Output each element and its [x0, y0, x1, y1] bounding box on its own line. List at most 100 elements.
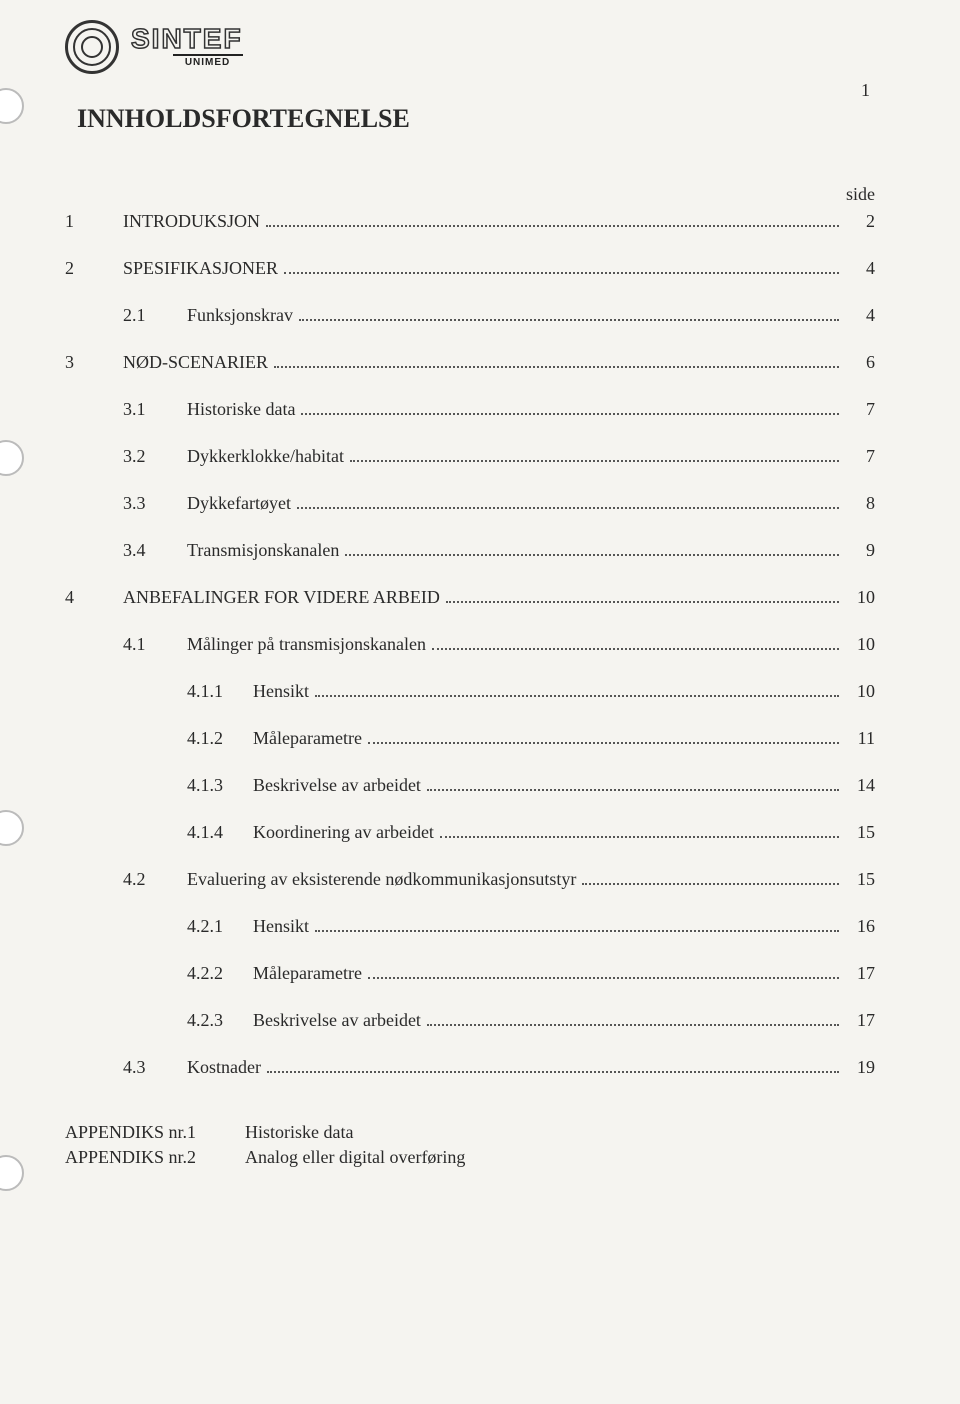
toc-page: 7	[845, 399, 875, 420]
toc-page: 9	[845, 540, 875, 561]
appendix-title: Historiske data	[245, 1122, 353, 1143]
toc-title: Hensikt	[253, 681, 309, 702]
toc-title: Beskrivelse av arbeidet	[253, 775, 421, 796]
toc-leader-dots	[266, 213, 839, 227]
appendix-label: APPENDIKS nr.1	[65, 1122, 245, 1143]
toc-entry: 4.3Kostnader19	[65, 1057, 895, 1078]
toc-page: 16	[845, 916, 875, 937]
toc-number: 4.1.3	[187, 775, 253, 796]
toc-entry: 3.3Dykkefartøyet8	[65, 493, 895, 514]
toc-leader-dots	[284, 260, 839, 274]
toc-title: Hensikt	[253, 916, 309, 937]
table-of-contents: 1INTRODUKSJON22SPESIFIKASJONER42.1Funksj…	[65, 211, 895, 1078]
toc-entry: 2SPESIFIKASJONER 4	[65, 258, 895, 279]
toc-page: 8	[845, 493, 875, 514]
logo-icon	[65, 20, 119, 74]
toc-page: 4	[845, 305, 875, 326]
toc-title: Målinger på transmisjonskanalen	[187, 634, 426, 655]
toc-title: NØD-SCENARIER	[123, 352, 268, 373]
logo-subtext: UNIMED	[173, 54, 243, 68]
toc-leader-dots	[368, 730, 839, 744]
toc-title: Måleparametre	[253, 728, 362, 749]
toc-page: 17	[845, 963, 875, 984]
toc-number: 4.1.4	[187, 822, 253, 843]
toc-entry: 4.2Evaluering av eksisterende nødkommuni…	[65, 869, 895, 890]
toc-number: 4.1	[123, 634, 187, 655]
toc-number: 3	[65, 352, 123, 373]
toc-title: Beskrivelse av arbeidet	[253, 1010, 421, 1031]
toc-title: Evaluering av eksisterende nødkommunikas…	[187, 869, 576, 890]
toc-title: SPESIFIKASJONER	[123, 258, 278, 279]
hole-punch	[0, 1155, 24, 1191]
toc-title: Transmisjonskanalen	[187, 540, 339, 561]
toc-page: 17	[845, 1010, 875, 1031]
logo-text: SINTEF	[131, 26, 243, 51]
toc-entry: 4.1.4Koordinering av arbeidet15	[65, 822, 895, 843]
toc-leader-dots	[432, 636, 839, 650]
appendix-entry: APPENDIKS nr.1Historiske data	[65, 1122, 895, 1143]
toc-entry: 4.2.2Måleparametre 17	[65, 963, 895, 984]
toc-entry: 4.2.1Hensikt 16	[65, 916, 895, 937]
toc-title: Kostnader	[187, 1057, 261, 1078]
toc-page: 10	[845, 634, 875, 655]
toc-page: 15	[845, 822, 875, 843]
toc-leader-dots	[299, 307, 839, 321]
toc-number: 3.3	[123, 493, 187, 514]
toc-leader-dots	[274, 354, 839, 368]
toc-leader-dots	[427, 777, 839, 791]
toc-entry: 3.2Dykkerklokke/habitat7	[65, 446, 895, 467]
toc-entry: 3.4Transmisjonskanalen 9	[65, 540, 895, 561]
toc-title: INTRODUKSJON	[123, 211, 260, 232]
toc-leader-dots	[315, 918, 839, 932]
toc-leader-dots	[427, 1012, 839, 1026]
toc-page: 14	[845, 775, 875, 796]
toc-number: 4	[65, 587, 123, 608]
toc-page: 4	[845, 258, 875, 279]
hole-punch	[0, 88, 24, 124]
toc-title: Historiske data	[187, 399, 295, 420]
toc-number: 4.3	[123, 1057, 187, 1078]
toc-page: 15	[845, 869, 875, 890]
toc-entry: 4.2.3Beskrivelse av arbeidet 17	[65, 1010, 895, 1031]
toc-page: 10	[845, 681, 875, 702]
toc-number: 2	[65, 258, 123, 279]
toc-entry: 4.1.2Måleparametre 11	[65, 728, 895, 749]
toc-number: 3.2	[123, 446, 187, 467]
toc-number: 3.1	[123, 399, 187, 420]
toc-page: 10	[845, 587, 875, 608]
toc-number: 3.4	[123, 540, 187, 561]
toc-entry: 3NØD-SCENARIER 6	[65, 352, 895, 373]
toc-entry: 4.1.3Beskrivelse av arbeidet 14	[65, 775, 895, 796]
toc-page: 6	[845, 352, 875, 373]
toc-number: 4.2.2	[187, 963, 253, 984]
toc-page: 11	[845, 728, 875, 749]
page-title: INNHOLDSFORTEGNELSE	[77, 104, 895, 134]
toc-page: 7	[845, 446, 875, 467]
appendix-title: Analog eller digital overføring	[245, 1147, 465, 1168]
logo: SINTEF UNIMED	[65, 20, 895, 74]
toc-title: Funksjonskrav	[187, 305, 293, 326]
toc-entry: 4ANBEFALINGER FOR VIDERE ARBEID 10	[65, 587, 895, 608]
toc-number: 4.2.1	[187, 916, 253, 937]
toc-leader-dots	[440, 824, 839, 838]
toc-number: 4.1.1	[187, 681, 253, 702]
toc-number: 4.1.2	[187, 728, 253, 749]
appendix-list: APPENDIKS nr.1Historiske dataAPPENDIKS n…	[65, 1122, 895, 1168]
toc-leader-dots	[301, 401, 839, 415]
toc-leader-dots	[315, 683, 839, 697]
toc-number: 1	[65, 211, 123, 232]
hole-punch	[0, 810, 24, 846]
toc-number: 4.2.3	[187, 1010, 253, 1031]
toc-leader-dots	[350, 448, 839, 462]
toc-title: ANBEFALINGER FOR VIDERE ARBEID	[123, 587, 440, 608]
appendix-label: APPENDIKS nr.2	[65, 1147, 245, 1168]
toc-leader-dots	[446, 589, 839, 603]
toc-leader-dots	[345, 542, 839, 556]
toc-entry: 1INTRODUKSJON 2	[65, 211, 895, 232]
toc-page: 2	[845, 211, 875, 232]
toc-number: 2.1	[123, 305, 187, 326]
toc-title: Måleparametre	[253, 963, 362, 984]
toc-leader-dots	[368, 965, 839, 979]
toc-leader-dots	[297, 495, 839, 509]
hole-punch	[0, 440, 24, 476]
